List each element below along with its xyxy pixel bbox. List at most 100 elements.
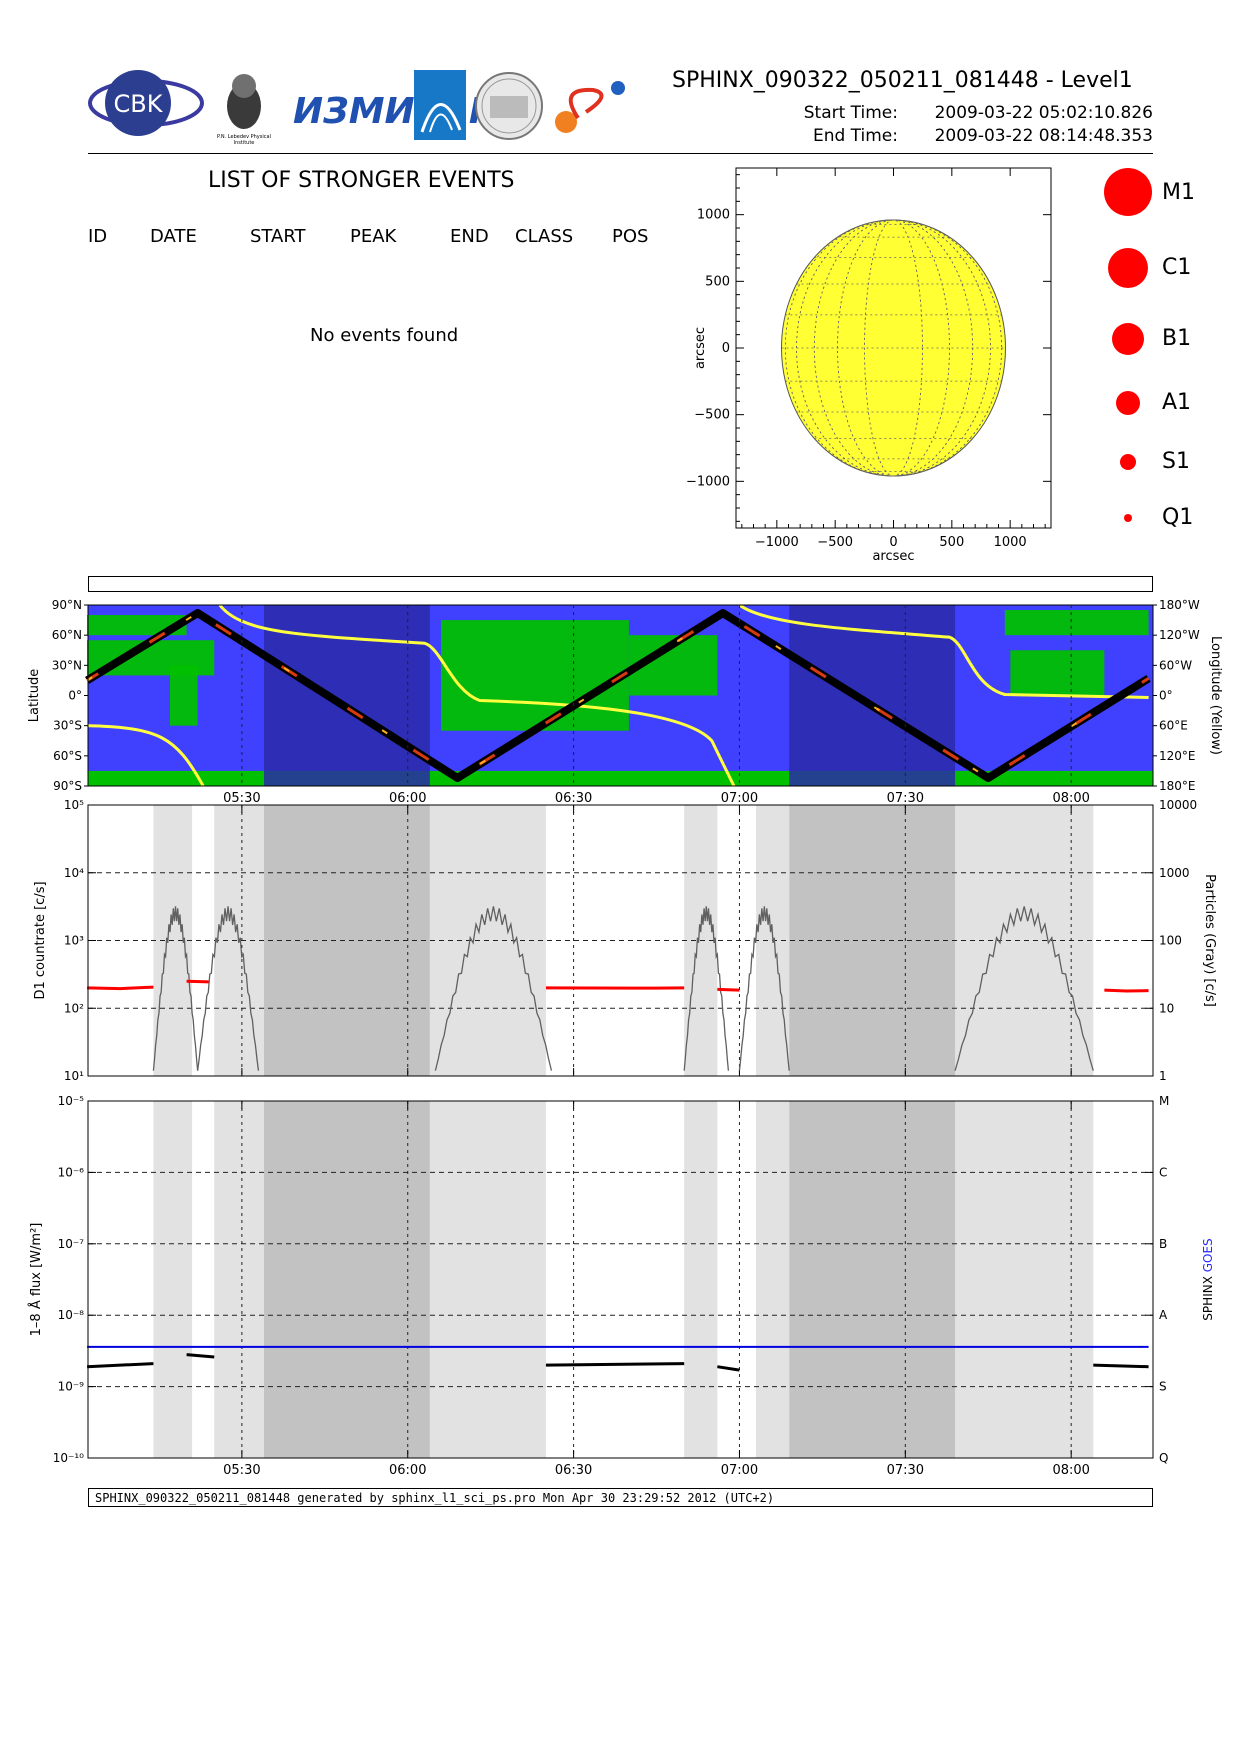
legend-dots [1104,168,1152,522]
class-legend: M1 C1 B1 A1 S1 Q1 [1100,165,1220,535]
flux-y2tick-label: C [1159,1165,1167,1179]
orbit-ytick-label: 0° [68,689,82,703]
flux-ytick-label: 10⁻⁵ [58,1094,85,1108]
logo-strip: CBK P.N. Lebedev Physical Institute ИЗМИ… [88,68,638,148]
legend-c1: C1 [1162,255,1192,280]
start-time-value: 2009-03-22 05:02:10.826 [934,103,1153,123]
orbit-night-shade [263,605,430,786]
svg-text:Institute: Institute [234,140,255,146]
svg-text:ИЗМИРАН: ИЗМИРАН [293,91,499,132]
flux-ytick-label: 10⁻⁹ [58,1380,85,1394]
orbit-ytick-label: 30°S [53,719,82,733]
col-peak: PEAK [350,226,397,247]
sphinx-flux [717,1365,740,1372]
flux-y2tick-label: A [1159,1308,1168,1322]
particle-trace [152,906,199,1071]
particle-trace [954,906,1094,1071]
orbit-y2tick-label: 0° [1159,689,1173,703]
legend-m1: M1 [1162,180,1195,205]
longitude-track [738,603,1149,700]
count-ylabel: D1 countrate [c/s] [33,881,48,999]
cbk-logo-text: CBK [114,90,164,118]
disk-ytick-label: 500 [705,274,730,289]
legend-sphinx: SPHINX [1201,1272,1215,1320]
d1-countrate [1104,988,1149,993]
orbit-xtick-label: 05:30 [223,791,260,806]
end-time-label: End Time: [812,126,898,146]
orbit-y2tick-label: 60°E [1159,719,1188,733]
count-y2label: Particles (Gray) [c/s] [1202,874,1217,1007]
count-ytick-label: 10² [64,1001,84,1015]
count-ytick-label: 10⁵ [64,798,84,812]
d1-countrate [87,985,154,991]
flux-ylabel: 1–8 Å flux [W/m²] [28,1223,44,1337]
flux-ytick-label: 10⁻⁶ [58,1165,85,1179]
daylight-shade [684,1101,718,1458]
disk-grid-longitude [784,219,1003,477]
flux-y2tick-label: B [1159,1237,1167,1251]
particle-trace [683,906,730,1071]
solar-logo-icon [555,81,625,133]
events-title: LIST OF STRONGER EVENTS [208,168,515,193]
orbit-xtick-label: 07:30 [887,791,924,806]
xtick-label: 07:30 [887,1463,924,1478]
xtick-label: 06:30 [555,1463,592,1478]
sphinx-flux [186,1353,215,1359]
orbit-ytick-label: 30°N [52,658,82,672]
col-date: DATE [150,226,197,247]
daylight-shade [955,1101,1094,1458]
orbit-xtick-label: 08:00 [1052,791,1089,806]
daylight-shade [214,1101,264,1458]
xtick-label: 05:30 [223,1463,260,1478]
count-y2tick-label: 1000 [1159,866,1190,880]
orbit-y2tick-label: 120°E [1159,749,1196,763]
orbit-xtick-label: 06:00 [389,791,426,806]
count-y2tick-label: 10000 [1159,798,1197,812]
d1-countrate [186,979,209,984]
no-events-message: No events found [310,325,459,346]
time-series-panels: 90°N 180°W 60°N 120°W 30°N 60°W 0° 0° 30°S 60°E 60… [27,598,1223,1478]
orbit-ytick-label: 90°N [52,598,82,612]
night-shade [263,1101,430,1458]
orbit-ytick-label: 90°S [53,779,82,793]
flux-ytick-label: 10⁻⁸ [58,1308,85,1322]
latitude-track-rate [86,611,1150,780]
filin-logo-icon [414,70,466,140]
flux-legend: SPHINX GOES [1201,1238,1215,1320]
svg-text:P.N. Lebedev Physical: P.N. Lebedev Physical [217,134,271,140]
logo-icons: CBK P.N. Lebedev Physical Institute ИЗМИ… [88,70,625,146]
disk-xtick-label: −1000 [755,535,799,550]
disk-xlabel: arcsec [872,549,914,560]
legend-b1: B1 [1162,326,1192,351]
flux-frame [87,1100,1154,1459]
footer-note: SPHINX_090322_050211_081448 generated by… [88,1488,1153,1507]
col-class: CLASS [515,226,574,247]
disk-xtick-label: 0 [889,535,897,550]
legend-dot-c1 [1108,248,1148,288]
legend-dot-a1 [1116,391,1140,415]
solar-disk-chart: −1000 −500 0 500 1000 1000 500 0 −500 −1000 arcsec… [686,167,1052,560]
legend-goes: GOES [1201,1238,1215,1272]
disk-xtick-label: 1000 [994,535,1027,550]
count-ytick-label: 10¹ [64,1069,84,1083]
xtick-label: 08:00 [1052,1463,1089,1478]
col-id: ID [88,226,108,247]
flux-y2tick-label: S [1159,1380,1167,1394]
report-title: SPHINX_090322_050211_081448 - Level1 [672,68,1133,93]
col-start: START [250,226,306,247]
legend-s1: S1 [1162,449,1190,474]
particle-trace [197,906,260,1071]
orbit-xtick-label: 07:00 [721,791,758,806]
col-pos: POS [612,226,649,247]
sphinx-flux [1093,1363,1149,1369]
disk-ylabel: arcsec [693,327,708,369]
disk-ytick-label: −1000 [686,474,730,489]
disk-ytick-label: 1000 [697,208,730,223]
orbit-y2tick-label: 60°W [1159,658,1192,672]
flux-ytick-label: 10⁻⁷ [58,1237,85,1251]
sphinx-flux [87,1362,154,1369]
orbit-y2tick-label: 120°W [1159,628,1200,642]
disk-xtick-label: 500 [939,535,964,550]
legend-dot-m1 [1104,168,1152,216]
night-shade [789,1101,956,1458]
